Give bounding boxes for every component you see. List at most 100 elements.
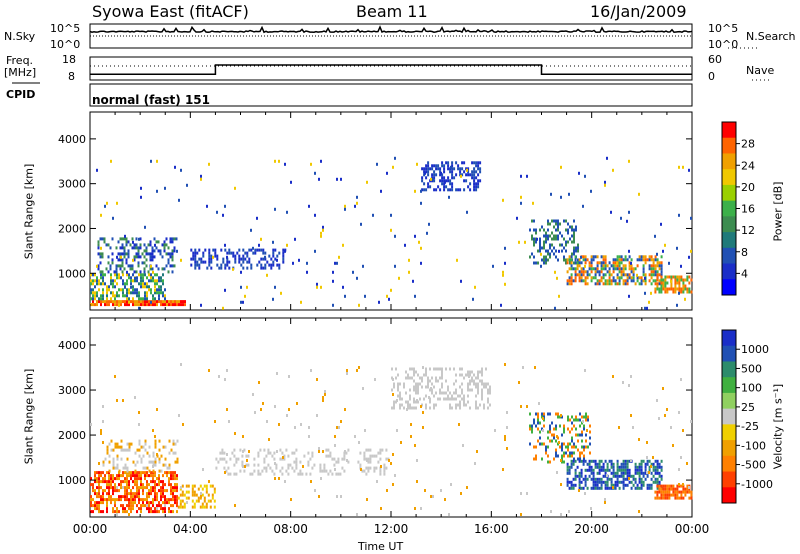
velocity-cell [168, 498, 170, 502]
power-cell [166, 303, 168, 307]
velocity-cell [660, 490, 663, 494]
power-cell [632, 276, 635, 280]
velocity-cell [116, 486, 118, 489]
velocity-cell [682, 487, 685, 491]
power-cell [674, 275, 677, 279]
velocity-cell [578, 477, 581, 481]
power-cell [276, 254, 279, 258]
velocity-cell [401, 397, 403, 401]
power-cell [159, 252, 162, 256]
velocity-cell [608, 486, 611, 490]
velocity-cell [520, 492, 522, 495]
velocity-cell [96, 492, 98, 496]
velocity-cell [579, 433, 581, 437]
velocity-cell [110, 480, 112, 484]
power-cell [132, 279, 134, 283]
power-cell [252, 251, 255, 255]
velocity-cell [610, 483, 613, 487]
power-cell [270, 257, 273, 261]
velocity-cell [158, 501, 160, 505]
power-cell [610, 282, 613, 286]
power-cell [553, 246, 555, 250]
velocity-cell [146, 483, 148, 487]
power-cell [150, 279, 152, 283]
power-cell [547, 234, 549, 238]
velocity-cell [435, 391, 437, 395]
power-cell [154, 297, 156, 301]
velocity-cell [253, 469, 256, 473]
power-cell [152, 300, 154, 304]
power-cell [290, 180, 292, 184]
power-cell [224, 243, 226, 247]
power-cell [107, 261, 110, 265]
power-cell [477, 185, 480, 189]
power-cell [620, 273, 623, 277]
power-cell [590, 267, 593, 271]
velocity-cell [656, 486, 659, 490]
power-cell [131, 237, 134, 241]
power-cell [616, 276, 619, 280]
velocity-cell [221, 457, 224, 461]
velocity-cell [191, 499, 194, 503]
velocity-cell [211, 484, 214, 488]
power-cell [133, 243, 136, 247]
power-cell [119, 237, 122, 241]
velocity-cell [132, 460, 135, 464]
velocity-cell [571, 439, 573, 443]
velocity-cell [138, 507, 140, 511]
power-cell [475, 176, 478, 180]
power-cell [614, 264, 617, 268]
velocity-cell [132, 507, 134, 511]
velocity-cell [610, 486, 613, 490]
velocity-cell [170, 448, 173, 452]
velocity-cell [205, 505, 208, 509]
velocity-cell [589, 451, 591, 455]
velocity-cell [112, 474, 114, 478]
velocity-cell [341, 466, 344, 470]
velocity-cell [413, 370, 415, 374]
velocity-cell [154, 492, 156, 496]
power-cell [556, 276, 558, 280]
velocity-cell [102, 480, 104, 484]
velocity-cell [606, 477, 609, 481]
velocity-cell [162, 495, 164, 499]
power-cell [456, 258, 458, 262]
power-cell [115, 264, 118, 268]
power-cell [449, 182, 452, 186]
velocity-cell [604, 474, 607, 478]
power-cell [148, 288, 150, 292]
power-cell [132, 258, 134, 262]
x-axis-label: Time UT [358, 540, 404, 553]
power-cell [116, 276, 118, 280]
velocity-cell [343, 457, 346, 461]
velocity-cell [261, 469, 264, 473]
power-cell [563, 237, 565, 241]
power-cell [142, 300, 144, 304]
velocity-cell [130, 489, 132, 493]
power-cell [654, 234, 656, 238]
power-cell [242, 260, 245, 264]
power-cell [272, 263, 275, 267]
power-cell [477, 167, 480, 171]
power-cell [543, 228, 545, 232]
velocity-cell [666, 484, 669, 488]
velocity-cell [344, 408, 346, 411]
power-cell [214, 251, 217, 255]
velocity-cell [320, 477, 322, 480]
velocity-cell [104, 489, 106, 493]
velocity-cell [409, 367, 411, 371]
velocity-cell [584, 474, 587, 478]
velocity-cell [114, 375, 116, 378]
power-cell [362, 264, 364, 268]
velocity-cell [307, 463, 310, 467]
power-cell [100, 303, 102, 307]
velocity-cell [309, 472, 312, 476]
power-cell [164, 288, 166, 292]
velocity-cell [589, 442, 591, 446]
power-cell [142, 282, 144, 286]
velocity-cell [156, 483, 158, 487]
velocity-cell [473, 373, 475, 377]
power-cell [96, 300, 98, 304]
velocity-cell [451, 406, 453, 410]
power-cell [451, 188, 454, 192]
